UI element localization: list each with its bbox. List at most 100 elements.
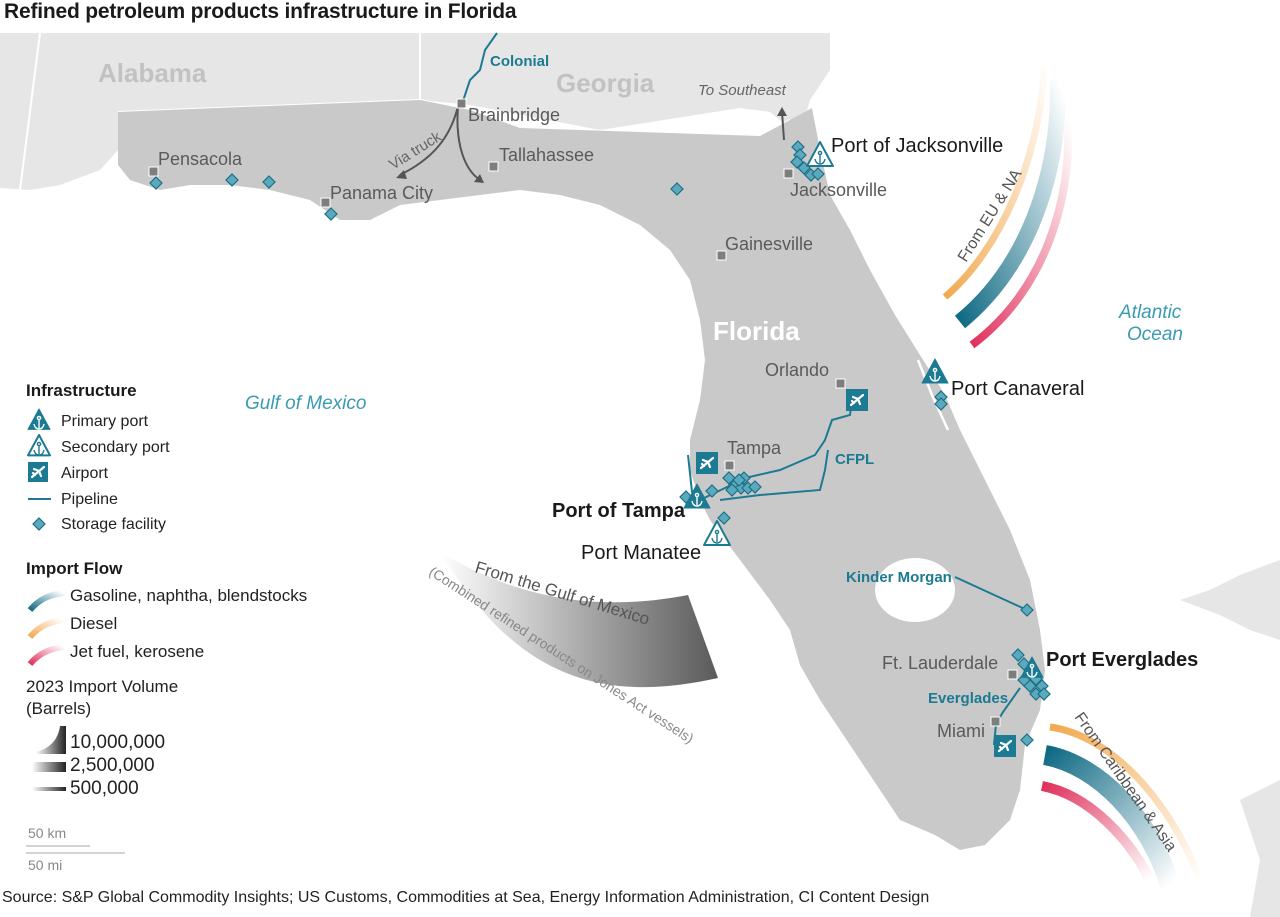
scale-mi-label: 50 mi (28, 857, 62, 873)
kinder-morgan-pipeline (954, 576, 1028, 611)
water-label-ocean: Ocean (1127, 324, 1183, 345)
city-label-ft-lauderdale: Ft. Lauderdale (882, 653, 998, 673)
legend-storage: Storage facility (61, 516, 166, 533)
airport-icon (28, 462, 48, 482)
storage-facility-icon (1020, 733, 1034, 747)
storage-facility-icon (732, 473, 746, 487)
storage-facility-icon (722, 471, 736, 485)
legend-jet: Jet fuel, kerosene (70, 642, 204, 661)
legend-volume-mid: 2,500,000 (70, 755, 155, 776)
city-label-tallahassee: Tallahassee (499, 145, 594, 165)
coast-detail (916, 359, 950, 431)
legend-diesel-swatch (27, 617, 65, 640)
legend-volume-high: 10,000,000 (70, 732, 165, 753)
city-label-pensacola: Pensacola (158, 149, 243, 169)
legend-infrastructure-title: Infrastructure (26, 381, 137, 400)
florida-land (118, 100, 1045, 850)
state-border-line (19, 32, 41, 191)
arrow-head-icon (396, 170, 407, 179)
primary-port-icon (27, 408, 51, 430)
city-markers (148, 98, 1018, 727)
legend-jet-swatch (27, 644, 65, 667)
legend-import-flow-title: Import Flow (26, 559, 123, 578)
storage-facility-icon (705, 484, 719, 498)
water-label-atlantic: Atlantic (1118, 302, 1182, 323)
storage-facility-icon (225, 173, 239, 187)
port-label-everglades: Port Everglades (1046, 649, 1198, 671)
page-title: Refined petroleum products infrastructur… (4, 0, 517, 23)
legend-airport: Airport (61, 465, 109, 482)
storage-facility-icon (324, 207, 338, 221)
legend-volume-high-swatch (36, 726, 66, 754)
legend: Infrastructure Primary port Secondary po… (26, 381, 307, 873)
primary-port-icon (1020, 656, 1044, 678)
scale-km-label: 50 km (28, 825, 66, 841)
arrow-head-icon (777, 107, 787, 116)
storage-facilities (149, 140, 1051, 747)
city-label-tampa: Tampa (727, 438, 782, 458)
region-label-georgia: Georgia (556, 68, 655, 98)
storage-facility-icon (748, 480, 762, 494)
legend-volume-title: 2023 Import Volume (26, 677, 178, 696)
primary-port-icon (683, 483, 711, 509)
storage-facility-icon (725, 483, 739, 497)
secondary-port-icon (703, 520, 731, 547)
legend-volume-mid-swatch (32, 762, 66, 772)
storage-facility-icon (1011, 648, 1025, 662)
region-label-florida: Florida (713, 316, 800, 346)
lake-okeechobee (875, 558, 955, 622)
import-flow-caribbean-asia (1040, 723, 1204, 889)
storage-facility-icon (1020, 603, 1034, 617)
airport-icon (994, 735, 1016, 757)
legend-volume-unit: (Barrels) (26, 699, 91, 718)
legend-volume-low: 500,000 (70, 778, 139, 799)
import-flow-eu-na (942, 59, 1073, 349)
port-airport-icons (683, 141, 1044, 757)
storage-facility-icon (717, 511, 731, 525)
legend-gasoline: Gasoline, naphtha, blendstocks (70, 586, 307, 605)
city-label-jacksonville: Jacksonville (790, 180, 887, 200)
airport-icon (696, 452, 718, 474)
city-label-miami: Miami (937, 721, 985, 741)
port-label-manatee: Port Manatee (581, 542, 701, 564)
storage-facility-icon (811, 167, 825, 181)
city-label-orlando: Orlando (765, 360, 829, 380)
alabama-georgia-land (0, 33, 830, 190)
secondary-port-icon (27, 434, 51, 457)
port-label-jacksonville: Port of Jacksonville (831, 135, 1003, 157)
via-truck-arrows (399, 105, 785, 181)
city-label-panama-city: Panama City (330, 183, 433, 203)
bahamas-land (1180, 560, 1280, 640)
pipeline-label-cfpl: CFPL (835, 451, 874, 468)
storage-facility-icon (934, 397, 948, 411)
source-note: Source: S&P Global Commodity Insights; U… (2, 889, 930, 906)
storage-facility-icon (670, 182, 684, 196)
pipeline-label-colonial: Colonial (490, 53, 549, 70)
to-southeast-label: To Southeast (698, 82, 787, 99)
import-flow-gulf (440, 552, 718, 688)
city-label-brainbridge: Brainbridge (468, 105, 560, 125)
port-label-tampa: Port of Tampa (552, 500, 686, 522)
legend-diesel: Diesel (70, 614, 117, 633)
legend-volume-low-swatch (32, 787, 66, 791)
water-label-gulf: Gulf of Mexico (245, 393, 366, 414)
colonial-pipeline (461, 32, 498, 105)
legend-primary-port: Primary port (61, 413, 149, 430)
pipeline-label-everglades: Everglades (928, 690, 1008, 707)
primary-port-icon (921, 358, 949, 384)
city-label-gainesville: Gainesville (725, 234, 813, 254)
storage-facility-icon (149, 176, 163, 190)
pipeline-label-kinder-morgan: Kinder Morgan (846, 569, 952, 586)
storage-facility-icon (1037, 687, 1051, 701)
storage-facility-icon (790, 155, 804, 169)
legend-secondary-port: Secondary port (61, 439, 170, 456)
port-label-canaveral: Port Canaveral (951, 378, 1084, 400)
bahamas-land (1240, 780, 1280, 917)
region-label-alabama: Alabama (98, 58, 207, 88)
legend-pipeline: Pipeline (61, 491, 118, 508)
storage-facility-icon (32, 517, 46, 531)
storage-facility-icon (262, 175, 276, 189)
secondary-port-icon (806, 141, 834, 168)
arrow-head-icon (474, 174, 484, 183)
